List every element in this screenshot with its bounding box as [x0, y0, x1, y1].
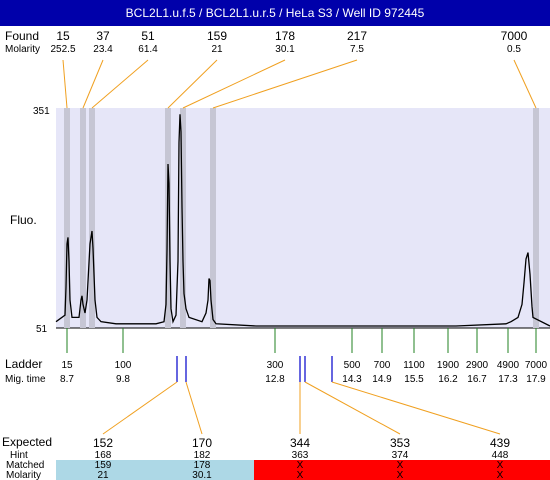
peak-band [210, 108, 216, 328]
expected-hint: 363 [292, 450, 309, 461]
ladder-size: 4900 [497, 360, 520, 371]
ladder-size: 7000 [525, 360, 548, 371]
fluorescence-trace [55, 114, 550, 327]
ladder-time: 17.9 [526, 374, 546, 385]
ladder-time: 14.3 [342, 374, 362, 385]
found-size: 217 [347, 29, 367, 43]
fluo-axis-label: Fluo. [10, 213, 37, 227]
ladder-size: 1900 [437, 360, 460, 371]
matched-size: 159 [95, 460, 112, 471]
ladder-time: 8.7 [60, 374, 74, 385]
found-size: 159 [207, 29, 227, 43]
sample-title-bar: BCL2L1.u.f.5 / BCL2L1.u.r.5 / HeLa S3 / … [0, 0, 550, 26]
mig-time-label: Mig. time [5, 374, 46, 385]
ladder-size: 500 [344, 360, 361, 371]
found-size: 178 [275, 29, 295, 43]
ladder-size: 100 [115, 360, 132, 371]
ladder-time: 14.9 [372, 374, 392, 385]
found-connector [167, 59, 218, 109]
expected-hint: 448 [492, 450, 509, 461]
expected-size: 152 [93, 436, 113, 450]
ladder-time: 16.2 [438, 374, 458, 385]
plot-area [56, 108, 550, 328]
found-size: 51 [141, 29, 155, 43]
matched-size: 178 [194, 460, 211, 471]
ladder-size: 1100 [403, 360, 425, 371]
found-size: 37 [96, 29, 110, 43]
ladder-size: 2900 [466, 360, 489, 371]
found-molarity: 61.4 [138, 44, 158, 55]
expected-connector [185, 381, 203, 435]
ladder-time: 15.5 [404, 374, 424, 385]
matched-molarity: X [397, 470, 404, 480]
ladder-time: 17.3 [498, 374, 518, 385]
peak-band [180, 108, 186, 328]
matched-size: X [297, 460, 304, 471]
matched-molarity: X [497, 470, 504, 480]
found-molarity: 252.5 [50, 44, 75, 55]
found-molarity: 30.1 [275, 44, 295, 55]
found-size: 7000 [501, 29, 528, 43]
found-molarity: 0.5 [507, 44, 521, 55]
peak-band [80, 108, 86, 328]
found-connector [212, 59, 358, 109]
found-connector [513, 59, 537, 109]
expected-hint: 374 [392, 450, 409, 461]
matched-label: Matched [6, 460, 44, 471]
found-connector [91, 59, 149, 109]
found-connector [82, 59, 104, 109]
molarity-row-label: Molarity [6, 470, 41, 480]
expected-size: 439 [490, 436, 510, 450]
ladder-time: 12.8 [265, 374, 285, 385]
y-axis-min-label: 51 [36, 324, 48, 335]
ladder-label: Ladder [5, 357, 42, 371]
expected-connector [102, 381, 178, 435]
expected-label: Expected [2, 435, 52, 449]
ladder-time: 16.7 [467, 374, 487, 385]
found-label: Found [5, 29, 39, 43]
ladder-size: 300 [267, 360, 284, 371]
expected-hint: 168 [95, 450, 112, 461]
matched-molarity: 21 [97, 470, 109, 480]
found-size: 15 [56, 29, 70, 43]
expected-size: 170 [192, 436, 212, 450]
found-molarity: 21 [211, 44, 223, 55]
found-connector [182, 59, 286, 109]
matched-molarity: 30.1 [192, 470, 212, 480]
expected-size: 353 [390, 436, 410, 450]
matched-size: X [397, 460, 404, 471]
expected-connector [331, 381, 501, 435]
matched-band-ok [56, 460, 254, 480]
ladder-size: 15 [61, 360, 73, 371]
expected-size: 344 [290, 436, 310, 450]
y-axis-max-label: 351 [33, 106, 50, 117]
ladder-size: 700 [374, 360, 391, 371]
peak-band [89, 108, 95, 328]
hint-label: Hint [10, 450, 28, 461]
matched-molarity: X [297, 470, 304, 480]
found-connector [62, 59, 68, 109]
sample-title: BCL2L1.u.f.5 / BCL2L1.u.r.5 / HeLa S3 / … [125, 6, 425, 20]
molarity-label: Molarity [5, 44, 40, 55]
expected-connector [304, 381, 401, 435]
matched-size: X [497, 460, 504, 471]
found-molarity: 23.4 [93, 44, 113, 55]
ladder-time: 9.8 [116, 374, 130, 385]
expected-hint: 182 [194, 450, 211, 461]
peak-band [533, 108, 539, 328]
found-molarity: 7.5 [350, 44, 364, 55]
peak-band [64, 108, 70, 328]
matched-band-missing [254, 460, 550, 480]
